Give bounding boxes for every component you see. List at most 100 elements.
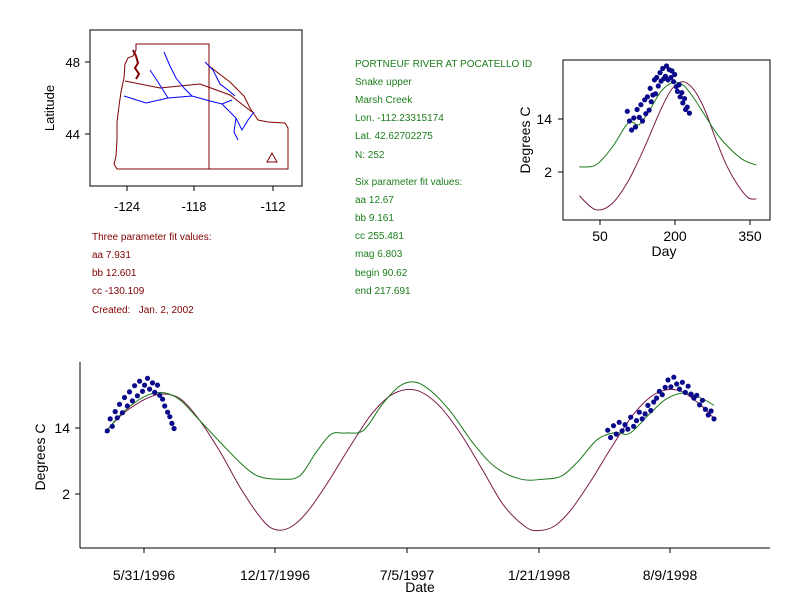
ts-observed-point: [137, 378, 143, 384]
doy-y-tick-label: 14: [536, 111, 552, 127]
doy-observed-point: [629, 127, 635, 133]
ts-observed-point: [662, 384, 668, 390]
station-lat: Lat. 42.62702275: [355, 131, 433, 142]
ts-observed-point: [648, 407, 654, 414]
doy-observed-point: [686, 110, 693, 116]
doy-observed-point: [676, 82, 682, 88]
six-fit-begin: begin 90.62: [355, 268, 408, 279]
map-y-tick-label: 44: [66, 127, 80, 142]
ts-observed-point: [139, 388, 146, 394]
ts-x-tick-label: 1/21/1998: [508, 567, 570, 583]
ts-observed-point: [107, 416, 113, 422]
doy-tick-marks: [558, 118, 751, 225]
six-fit-heading: Six parameter fit values:: [355, 177, 463, 188]
ts-observed-point: [656, 388, 663, 394]
ts-observed-point: [639, 416, 645, 422]
ts-observed-point: [132, 383, 138, 389]
ts-series-layer: [104, 374, 717, 532]
doy-observed-point: [662, 73, 669, 79]
six-fit-mag: mag 6.803: [355, 249, 403, 260]
ts-ylabel: Degrees C: [32, 424, 48, 491]
doy-observed-point: [681, 96, 688, 102]
station-n: N: 252: [355, 150, 385, 161]
ts-y-tick-label: 14: [54, 420, 70, 436]
ts-observed-point: [682, 389, 688, 395]
station-name: PORTNEUF RIVER AT POCATELLO ID: [355, 59, 533, 70]
station-lon: Lon. -112.23315174: [355, 113, 444, 124]
ts-observed-point: [625, 426, 631, 432]
ts-x-tick-label: 8/9/1998: [643, 567, 698, 583]
map-y-ticks: 48 44: [66, 55, 80, 142]
map-x-ticks: -124 -118 -112: [114, 199, 286, 214]
ts-observed-point: [121, 394, 128, 401]
doy-observed-point: [671, 79, 677, 85]
ts-observed-point: [152, 389, 158, 395]
ts-x-tick-label: 12/17/1996: [240, 567, 310, 583]
station-basin: Snake upper: [355, 77, 412, 88]
ts-observed-point: [154, 382, 161, 388]
ts-y-tick-label: 2: [62, 486, 70, 502]
doy-x-ticks: 50 200 350: [592, 228, 762, 244]
doy-observed-point: [648, 99, 654, 105]
station-creek: Marsh Creek: [355, 95, 413, 106]
doy-fit-three-line: [578, 81, 757, 211]
ts-observed-point: [651, 399, 657, 405]
ts-observed-point: [711, 416, 717, 422]
doy-observed-point: [684, 104, 690, 110]
doy-observed-point: [654, 74, 660, 81]
ts-observed-point: [119, 410, 125, 416]
ts-observed-point: [160, 396, 166, 402]
ts-observed-point: [674, 381, 680, 387]
ts-observed-point: [631, 423, 637, 429]
doy-observed-point: [655, 83, 661, 89]
ts-observed-point: [659, 392, 665, 398]
time-series-chart: Degrees C Date 5/31/1996 12/17/1996 7/5/…: [32, 362, 770, 595]
doy-observed-point: [647, 85, 653, 91]
ts-x-tick-label: 7/5/1997: [380, 567, 435, 583]
ts-observed-point: [676, 386, 683, 392]
six-fit-end: end 217.691: [355, 286, 411, 297]
station-marker-triangle-icon: [266, 151, 278, 163]
ts-observed-point: [167, 414, 173, 420]
ts-observed-point: [124, 403, 130, 409]
ts-observed-point: [112, 409, 118, 415]
six-fit-cc: cc 255.481: [355, 231, 404, 242]
ts-observed-point: [157, 392, 163, 398]
ts-observed-point: [134, 393, 140, 399]
ts-observed-point: [144, 375, 151, 381]
ts-observed-point: [613, 431, 619, 437]
ts-observed-point: [642, 411, 648, 417]
location-map-panel: Latitude -124 -118 -112 48 44: [42, 29, 303, 214]
ts-observed-point: [619, 428, 625, 434]
six-fit-bb: bb 9.161: [355, 213, 394, 224]
ts-observed-point: [147, 386, 153, 392]
puget-sound-coast: [132, 49, 141, 80]
ts-observed-point: [694, 392, 700, 398]
ts-x-tick-label: 5/31/1996: [113, 567, 175, 583]
ts-tick-marks: [75, 427, 671, 553]
six-fit-aa: aa 12.67: [355, 195, 394, 206]
doy-observed-point: [668, 74, 674, 81]
ts-observed-point: [616, 419, 622, 425]
doy-observed-point: [644, 94, 651, 100]
ts-observed-point: [705, 412, 711, 418]
doy-observed-point: [679, 90, 685, 96]
ts-observed-point: [697, 402, 703, 408]
doy-y-ticks: 14 2: [536, 111, 552, 180]
map-x-tick-label: -124: [114, 199, 140, 214]
ts-observed-point: [645, 402, 651, 408]
doy-observed-point: [674, 88, 681, 94]
ts-observed-point: [688, 391, 694, 397]
doy-plot-frame: [562, 59, 771, 221]
doy-observed-point: [639, 118, 646, 124]
ts-observed-point: [169, 420, 175, 426]
three-fit-cc: cc -130.109: [92, 286, 145, 297]
doy-observed-point: [643, 111, 649, 117]
river-snake: [204, 61, 255, 141]
ts-observed-point: [622, 422, 628, 428]
ts-observed-point: [699, 397, 706, 403]
doy-observed-point: [634, 106, 640, 113]
map-ylabel: Latitude: [42, 85, 57, 131]
ts-xlabel: Date: [405, 579, 435, 595]
